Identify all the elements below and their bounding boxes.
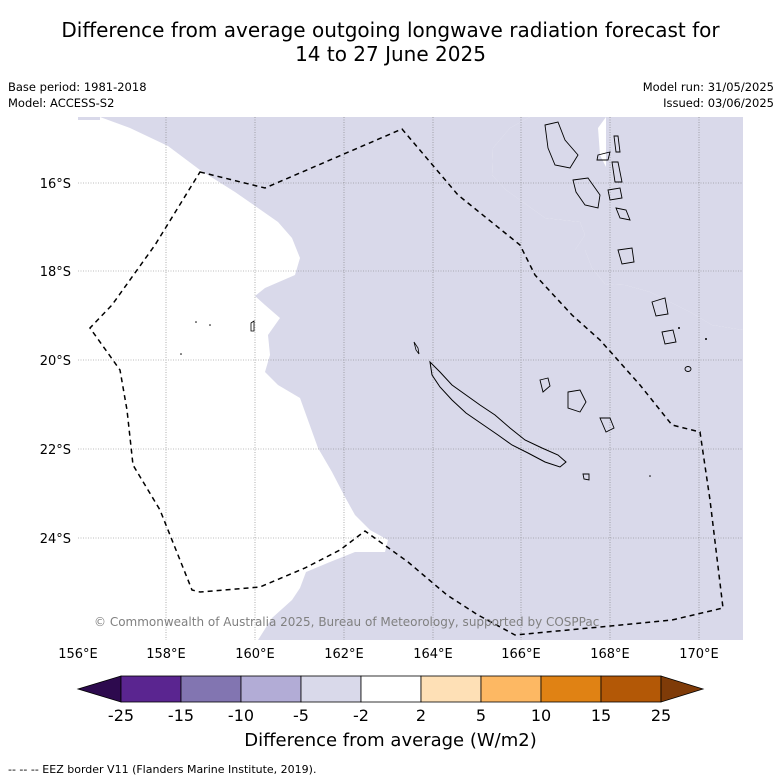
malo-island	[596, 151, 611, 161]
lon-gridlines	[165, 117, 700, 640]
eez-border	[89, 128, 724, 636]
lon-tick-160E: 160°E	[235, 647, 275, 662]
isle-of-pines	[582, 473, 590, 481]
title-line-1: Difference from average outgoing longwav…	[61, 18, 720, 42]
reef-dot-6	[705, 338, 707, 340]
cb-tick-4: -2	[353, 706, 369, 725]
anomaly-patch-corner	[78, 117, 100, 120]
colorbar	[76, 675, 705, 703]
cb-tick-7: 10	[530, 706, 552, 725]
colorbar-box	[180, 675, 242, 703]
lat-tick-16S: 16°S	[40, 177, 71, 192]
colorbar-box	[360, 675, 422, 703]
cb-tick-2: -10	[227, 706, 255, 725]
base-period: Base period: 1981-2018	[8, 80, 147, 94]
aneityum-island	[684, 366, 692, 372]
lat-tick-labels: 16°S 18°S 20°S 22°S 24°S	[40, 177, 71, 547]
colorbar-extend-low	[76, 675, 122, 703]
title-line-2: 14 to 27 June 2025	[295, 42, 486, 66]
model-name: Model: ACCESS-S2	[8, 96, 115, 110]
credit-text: © Commonwealth of Australia 2025, Bureau…	[94, 615, 599, 629]
colorbar-box	[300, 675, 362, 703]
colorbar-box	[600, 675, 662, 703]
erromango-island	[651, 297, 669, 317]
ambrym-island	[607, 187, 623, 201]
reef-dot-2	[209, 324, 211, 326]
cb-tick-9: 25	[650, 706, 672, 725]
lifou-island	[567, 389, 587, 413]
colorbar-box	[480, 675, 542, 703]
maewo-island	[613, 135, 621, 153]
reef-dot-3	[180, 353, 182, 355]
lat-tick-20S: 20°S	[40, 354, 71, 369]
cb-tick-3: -5	[293, 706, 309, 725]
chesterfield-reef	[250, 320, 255, 332]
mare-island	[599, 417, 615, 433]
anomaly-region-negative	[78, 117, 743, 330]
colorbar-box	[120, 675, 182, 703]
map-plot-area: © Commonwealth of Australia 2025, Bureau…	[78, 117, 743, 640]
efate-island	[617, 247, 635, 265]
issued-date: Issued: 03/06/2025	[663, 96, 774, 110]
new-caledonia-island	[429, 360, 567, 468]
colorbar-box	[420, 675, 482, 703]
pentecost-island	[611, 161, 623, 183]
cb-tick-6: 5	[475, 706, 487, 725]
colorbar-extend-high	[660, 675, 705, 703]
cb-tick-8: 15	[590, 706, 612, 725]
lon-tick-166E: 166°E	[501, 647, 541, 662]
epi-island	[615, 207, 631, 221]
meta-left: Base period: 1981-2018 Model: ACCESS-S2	[8, 79, 147, 111]
lon-tick-170E: 170°E	[679, 647, 719, 662]
colorbar-title: Difference from average (W/m2)	[244, 730, 537, 751]
malakula-island	[572, 177, 601, 209]
model-run: Model run: 31/05/2025	[642, 80, 774, 94]
cb-tick-5: 2	[415, 706, 427, 725]
lon-tick-156E: 156°E	[58, 647, 98, 662]
lat-gridlines	[78, 182, 743, 539]
colorbar-box	[540, 675, 602, 703]
reef-dot-1	[195, 321, 197, 323]
ouvea-island	[539, 377, 551, 393]
cb-tick-1: -15	[167, 706, 195, 725]
lon-tick-158E: 158°E	[146, 647, 186, 662]
footnote: -- -- -- EEZ border V11 (Flanders Marine…	[8, 763, 317, 776]
lon-tick-labels: 156°E 158°E 160°E 162°E 164°E 166°E 168°…	[58, 647, 719, 662]
reef-dot-5	[678, 327, 680, 329]
reef-dot-4	[649, 475, 651, 477]
colorbar-box	[240, 675, 302, 703]
lat-tick-18S: 18°S	[40, 265, 71, 280]
anomaly-region-main	[100, 117, 743, 640]
espiritu-santo-island	[544, 121, 579, 169]
lon-tick-162E: 162°E	[324, 647, 364, 662]
lon-tick-168E: 168°E	[590, 647, 630, 662]
chart-title: Difference from average outgoing longwav…	[0, 18, 781, 66]
belep-islands	[413, 341, 420, 355]
lat-tick-22S: 22°S	[40, 443, 71, 458]
lat-tick-24S: 24°S	[40, 532, 71, 547]
cb-tick-0: -25	[107, 706, 135, 725]
lon-tick-164E: 164°E	[413, 647, 453, 662]
meta-right: Model run: 31/05/2025 Issued: 03/06/2025	[643, 79, 774, 111]
tanna-island	[661, 329, 677, 345]
